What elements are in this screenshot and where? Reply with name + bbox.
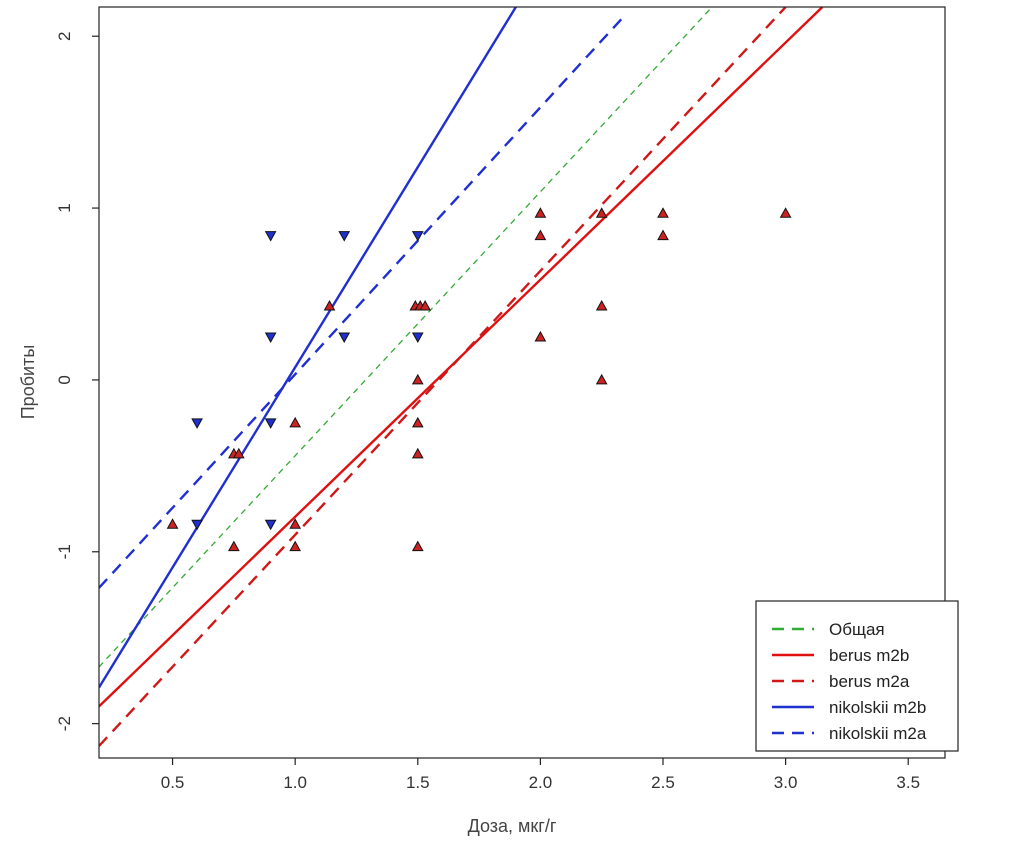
berus-point [534, 207, 547, 218]
y-tick-label: 1 [55, 203, 74, 212]
berus-point [323, 299, 336, 311]
berus-point [411, 540, 424, 552]
berus-point [419, 299, 431, 311]
berus-point [411, 373, 424, 385]
plot-frame [98, 6, 946, 759]
x-tick-label: 2.5 [651, 773, 675, 792]
x-tick-label: 1.5 [406, 773, 430, 792]
berus-point [166, 518, 179, 529]
line-nikolskii-m2b [99, 7, 517, 689]
x-tick-label: 0.5 [161, 773, 185, 792]
line-berus-m2a [99, 7, 787, 747]
nikolskii-point [411, 332, 424, 343]
nikolskii-point [264, 332, 277, 343]
legend-label: berus m2b [829, 646, 909, 665]
nikolskii-point [264, 519, 277, 531]
berus-point [411, 447, 424, 459]
berus-point [289, 416, 302, 428]
berus-point [657, 229, 669, 241]
berus-point [232, 447, 245, 459]
berus-point [657, 207, 669, 218]
legend-label: Общая [829, 620, 885, 639]
y-axis-title: Пробиты [18, 345, 38, 420]
x-axis: 0.5 1.0 1.5 2.0 2.5 3.0 3.5 [161, 758, 920, 792]
x-axis-title: Доза, мкг/г [468, 816, 557, 836]
berus-point [595, 299, 608, 311]
nikolskii-point [411, 231, 424, 242]
nikolskii-point [338, 231, 351, 242]
y-tick-label: 0 [55, 375, 74, 384]
x-tick-label: 3.5 [896, 773, 920, 792]
data-points [166, 207, 792, 552]
legend-box [755, 600, 959, 752]
berus-point [595, 373, 608, 385]
regression-lines [99, 7, 824, 747]
x-tick-label: 1.0 [283, 773, 307, 792]
berus-point [779, 207, 792, 218]
line-nikolskii-m2a [99, 13, 628, 589]
x-tick-label: 3.0 [774, 773, 798, 792]
berus-point [534, 330, 547, 342]
y-axis: -2 -1 0 1 2 [55, 31, 99, 731]
x-tick-label: 2.0 [529, 773, 553, 792]
nikolskii-point [264, 418, 277, 429]
berus-point [289, 540, 302, 552]
nikolskii-point [264, 231, 277, 242]
legend-label: nikolskii m2a [829, 724, 927, 743]
line-Общая [99, 7, 713, 668]
nikolskii-point [191, 418, 203, 429]
legend: Общая berus m2b berus m2a nikolskii m2b niko… [755, 600, 959, 752]
y-tick-label: -1 [55, 544, 74, 559]
nikolskii-point [338, 332, 351, 343]
berus-point [534, 229, 547, 241]
berus-point [228, 540, 240, 552]
berus-point [289, 518, 302, 529]
berus-point [595, 207, 608, 218]
berus-point [411, 416, 424, 428]
legend-label: nikolskii m2b [829, 698, 926, 717]
legend-label: berus m2a [829, 672, 910, 691]
nikolskii-point [191, 519, 203, 531]
y-tick-label: 2 [55, 31, 74, 40]
y-tick-label: -2 [55, 716, 74, 731]
